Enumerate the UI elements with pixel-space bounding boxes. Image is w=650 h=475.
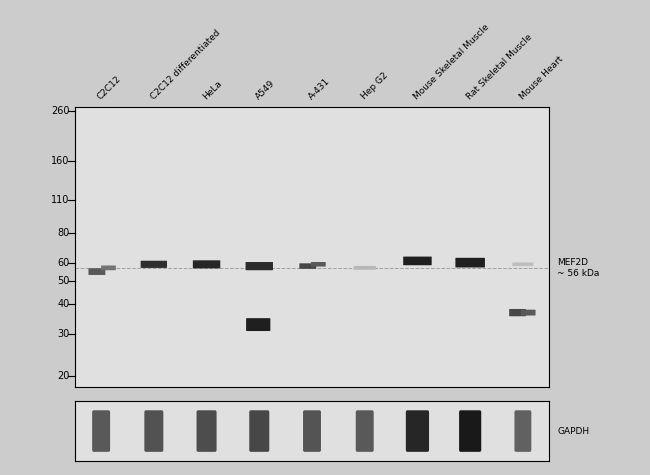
FancyBboxPatch shape xyxy=(92,410,110,452)
FancyBboxPatch shape xyxy=(514,410,531,452)
Text: C2C12: C2C12 xyxy=(96,74,124,101)
FancyBboxPatch shape xyxy=(246,318,270,331)
Text: Hep G2: Hep G2 xyxy=(359,71,390,101)
Text: 30: 30 xyxy=(57,329,70,339)
FancyBboxPatch shape xyxy=(354,266,376,270)
Text: C2C12 differentiated: C2C12 differentiated xyxy=(149,28,222,101)
Text: Mouse Skeletal Muscle: Mouse Skeletal Muscle xyxy=(412,22,491,101)
FancyBboxPatch shape xyxy=(512,263,534,266)
Text: 80: 80 xyxy=(57,228,70,238)
Text: 60: 60 xyxy=(57,257,70,267)
FancyBboxPatch shape xyxy=(101,266,116,270)
FancyBboxPatch shape xyxy=(246,262,273,270)
FancyBboxPatch shape xyxy=(88,268,105,275)
FancyBboxPatch shape xyxy=(456,258,485,267)
Text: 20: 20 xyxy=(57,371,70,381)
Text: GAPDH: GAPDH xyxy=(557,427,589,436)
FancyBboxPatch shape xyxy=(403,256,432,265)
FancyBboxPatch shape xyxy=(303,410,321,452)
Text: A549: A549 xyxy=(254,78,277,101)
Text: Rat Skeletal Muscle: Rat Skeletal Muscle xyxy=(465,32,534,101)
Text: HeLa: HeLa xyxy=(202,79,224,101)
Text: 40: 40 xyxy=(57,300,70,310)
FancyBboxPatch shape xyxy=(144,410,163,452)
FancyBboxPatch shape xyxy=(193,260,220,268)
FancyBboxPatch shape xyxy=(459,410,481,452)
FancyBboxPatch shape xyxy=(509,309,526,316)
Text: 110: 110 xyxy=(51,195,70,205)
Text: 50: 50 xyxy=(57,276,70,286)
FancyBboxPatch shape xyxy=(406,410,429,452)
Text: MEF2D
~ 56 kDa: MEF2D ~ 56 kDa xyxy=(557,258,599,277)
Text: 260: 260 xyxy=(51,106,70,116)
Text: 160: 160 xyxy=(51,156,70,166)
Text: A-431: A-431 xyxy=(307,76,332,101)
FancyBboxPatch shape xyxy=(521,310,536,315)
FancyBboxPatch shape xyxy=(249,410,269,452)
FancyBboxPatch shape xyxy=(300,263,316,269)
Text: Mouse Heart: Mouse Heart xyxy=(518,54,565,101)
FancyBboxPatch shape xyxy=(311,262,326,266)
FancyBboxPatch shape xyxy=(140,261,167,268)
FancyBboxPatch shape xyxy=(196,410,216,452)
FancyBboxPatch shape xyxy=(356,410,374,452)
